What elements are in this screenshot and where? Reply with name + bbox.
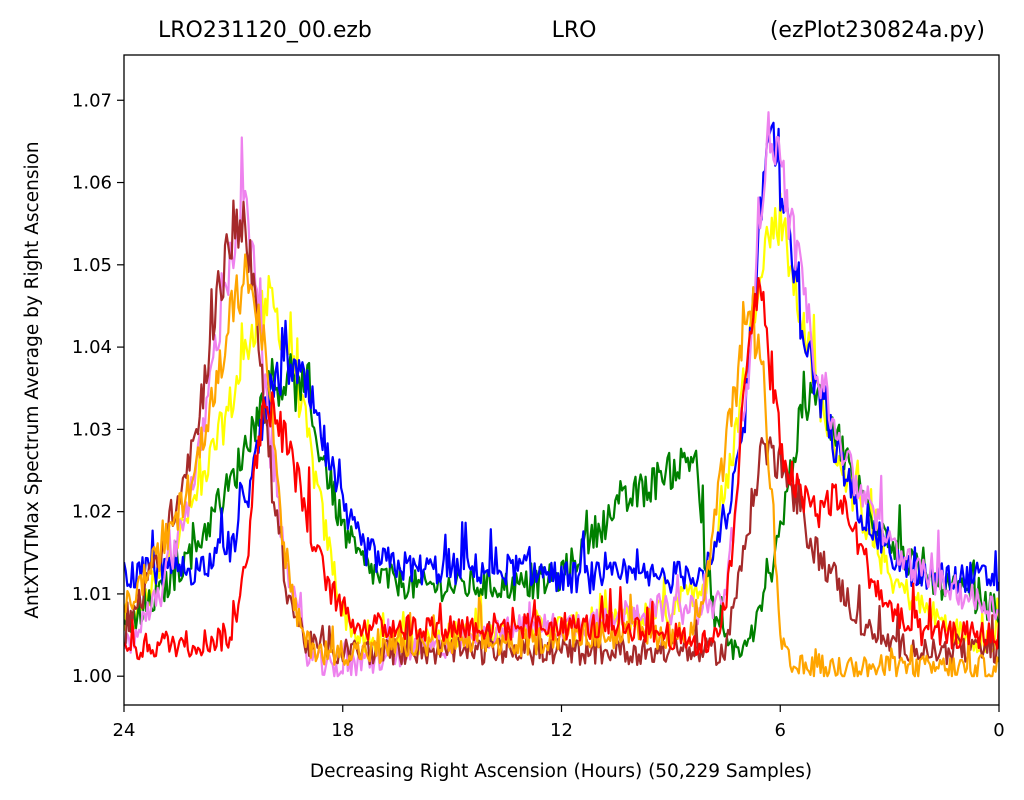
x-tick-label: 12 [550, 720, 573, 741]
y-axis-label: AntXTVTMax Spectrum Average by Right Asc… [22, 141, 43, 618]
y-tick-label: 1.04 [72, 337, 112, 358]
y-tick-label: 1.03 [72, 419, 112, 440]
plot-frame [123, 54, 1000, 706]
x-axis-ticks: 24 18 12 6 0 [113, 705, 1005, 741]
y-axis-ticks: 1.00 1.01 1.02 1.03 1.04 1.05 1.06 1.07 [72, 90, 124, 687]
y-tick-label: 1.01 [72, 584, 112, 605]
y-tick-label: 1.02 [72, 502, 112, 523]
chart-title-left: LRO231120_00.ezb [158, 18, 372, 43]
chart-title-center: LRO [552, 18, 597, 43]
series-layer [124, 111, 999, 678]
series-line-3 [124, 111, 999, 678]
series-line-2 [124, 121, 999, 595]
x-tick-label: 0 [993, 720, 1004, 741]
y-tick-label: 1.05 [72, 255, 112, 276]
x-axis-label: Decreasing Right Ascension (Hours) (50,2… [310, 761, 812, 782]
y-tick-label: 1.07 [72, 90, 112, 111]
series-line-4 [124, 199, 999, 666]
x-tick-label: 24 [113, 720, 136, 741]
x-tick-label: 18 [331, 720, 354, 741]
y-tick-label: 1.06 [72, 173, 112, 194]
chart-title-right: (ezPlot230824a.py) [770, 18, 985, 43]
series-line-6 [124, 277, 999, 661]
y-tick-label: 1.00 [72, 666, 112, 687]
x-tick-label: 6 [775, 720, 786, 741]
